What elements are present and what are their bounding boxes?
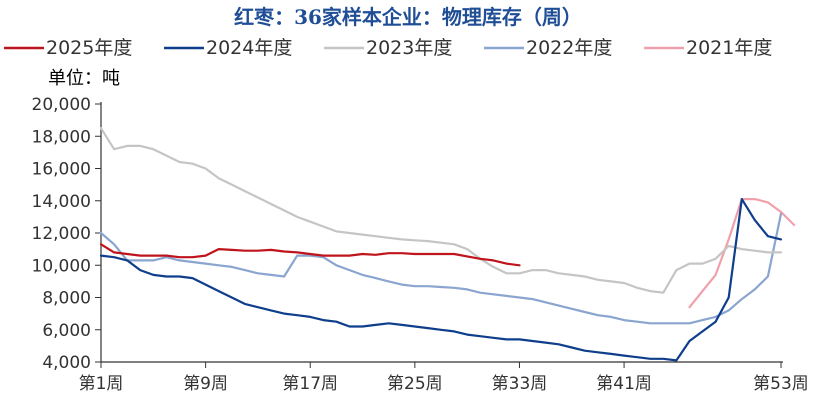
- y-tick-label: 6,000: [42, 321, 91, 341]
- y-axis: 4,000 6,000 8,000 10,000 12,000 14,000 16,000 1…: [32, 95, 102, 373]
- legend-label: 2021年度: [686, 37, 772, 59]
- x-tick-label: 第9周: [183, 374, 228, 394]
- legend-label: 2022年度: [526, 37, 612, 59]
- x-axis: 第1周 第9周 第17周 第25周 第33周 第41周 第53周: [79, 361, 809, 394]
- legend-label: 2025年度: [46, 37, 132, 59]
- y-tick-label: 12,000: [32, 224, 91, 244]
- x-tick-label: 第17周: [282, 374, 338, 394]
- series-line-2024年度: [99, 198, 783, 362]
- y-tick-label: 20,000: [32, 95, 91, 115]
- series-line-2023年度: [99, 127, 783, 294]
- legend: 2025年度 2024年度 2023年度 2022年度 2021年度: [4, 37, 772, 59]
- y-tick-label: 8,000: [42, 289, 91, 309]
- unit-label: 单位：吨: [48, 68, 120, 89]
- y-tick-label: 16,000: [32, 160, 91, 180]
- y-tick-label: 14,000: [32, 192, 91, 212]
- x-tick-label: 第1周: [79, 374, 124, 394]
- x-tick-label: 第53周: [753, 374, 809, 394]
- series-line-2022年度: [99, 212, 783, 325]
- chart-title: 红枣：36家样本企业：物理库存（周）: [234, 5, 582, 29]
- y-tick-label: 18,000: [32, 127, 91, 147]
- series-line-2025年度: [99, 243, 521, 267]
- x-tick-label: 第25周: [387, 374, 443, 394]
- legend-label: 2023年度: [366, 37, 452, 59]
- plot-lines: [99, 127, 796, 362]
- y-tick-label: 4,000: [42, 353, 91, 373]
- y-tick-label: 10,000: [32, 256, 91, 276]
- legend-label: 2024年度: [206, 37, 292, 59]
- x-tick-label: 第33周: [492, 374, 548, 394]
- x-tick-label: 第41周: [596, 374, 652, 394]
